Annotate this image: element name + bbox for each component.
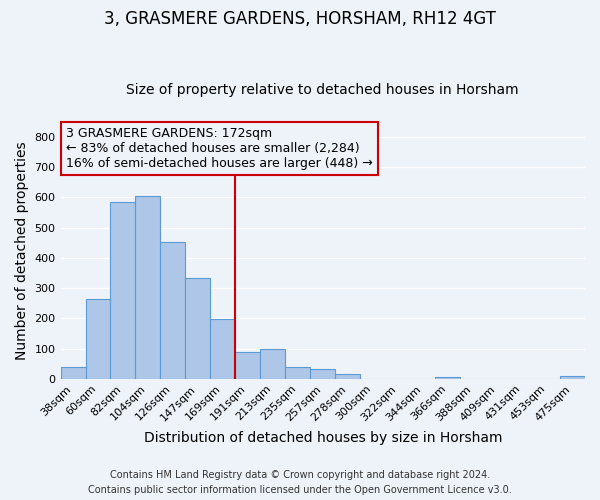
Bar [61, 368, 86, 379]
Title: Size of property relative to detached houses in Horsham: Size of property relative to detached ho… [127, 83, 519, 97]
Bar [286, 368, 310, 379]
Bar [110, 202, 136, 379]
Y-axis label: Number of detached properties: Number of detached properties [15, 141, 29, 360]
Bar [235, 352, 260, 379]
Text: Contains HM Land Registry data © Crown copyright and database right 2024.
Contai: Contains HM Land Registry data © Crown c… [88, 470, 512, 495]
Bar [211, 319, 235, 379]
Text: 3, GRASMERE GARDENS, HORSHAM, RH12 4GT: 3, GRASMERE GARDENS, HORSHAM, RH12 4GT [104, 10, 496, 28]
Bar [310, 369, 335, 379]
Bar [335, 374, 360, 379]
Text: 3 GRASMERE GARDENS: 172sqm
← 83% of detached houses are smaller (2,284)
16% of s: 3 GRASMERE GARDENS: 172sqm ← 83% of deta… [66, 127, 373, 170]
Bar [160, 242, 185, 379]
Bar [260, 348, 286, 379]
X-axis label: Distribution of detached houses by size in Horsham: Distribution of detached houses by size … [143, 431, 502, 445]
Bar [86, 300, 110, 379]
Bar [560, 376, 585, 379]
Bar [136, 196, 160, 379]
Bar [185, 278, 211, 379]
Bar [435, 378, 460, 379]
